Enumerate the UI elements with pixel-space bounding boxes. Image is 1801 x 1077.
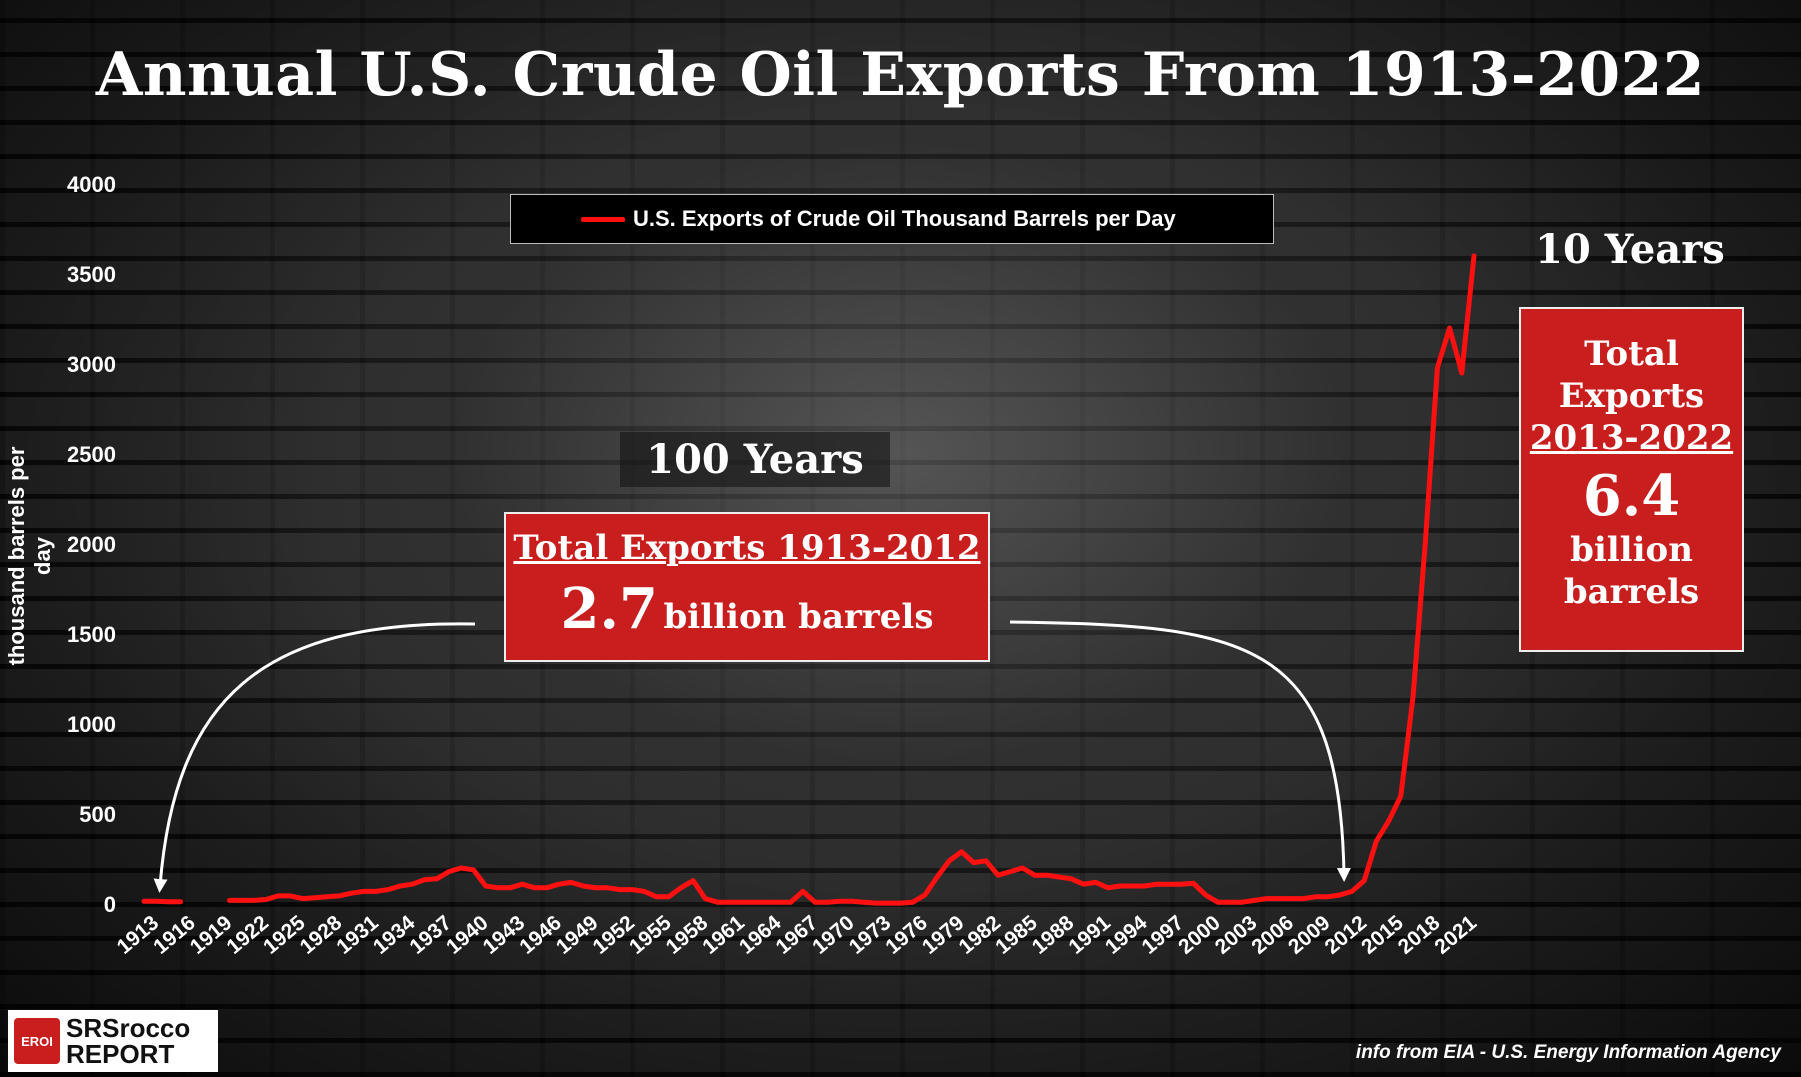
hundred-years-label: 100 Years — [620, 432, 890, 487]
logo-line2: REPORT — [66, 1039, 175, 1069]
left-box-unit: billion barrels — [663, 597, 934, 637]
ten-years-label: 10 Years — [1535, 226, 1725, 273]
source-credit: info from EIA - U.S. Energy Information … — [1355, 1042, 1781, 1063]
chart-legend: U.S. Exports of Crude Oil Thousand Barre… — [510, 194, 1274, 244]
y-tick-label: 2000 — [67, 532, 116, 557]
y-tick-label: 3500 — [67, 262, 116, 287]
srsrocco-logo: EROI SRSrocco REPORT — [8, 1010, 218, 1072]
legend-line-swatch — [581, 216, 625, 222]
y-tick-label: 1000 — [67, 712, 116, 737]
eroi-logo-mark: EROI — [14, 1018, 60, 1064]
y-tick-label: 3000 — [67, 352, 116, 377]
left-pointer-arrow — [153, 622, 476, 893]
y-tick-label: 1500 — [67, 622, 116, 647]
y-tick-label: 4000 — [67, 172, 116, 197]
right-box-line3: 2013-2022 — [1529, 418, 1734, 458]
legend-label: U.S. Exports of Crude Oil Thousand Barre… — [633, 206, 1176, 231]
right-box-line2: Exports — [1558, 376, 1705, 416]
x-tick-label: 2021 — [1430, 911, 1481, 959]
total-exports-2013-2022-box: Total Exports 2013-2022 6.4 billion barr… — [1519, 307, 1744, 652]
left-box-heading: Total Exports 1913-2012 — [513, 528, 981, 568]
chart-title: Annual U.S. Crude Oil Exports From 1913-… — [95, 40, 1706, 110]
y-tick-label: 2500 — [67, 442, 116, 467]
logo-line1: SRSrocco — [66, 1013, 191, 1043]
total-exports-1913-2012-box: Total Exports 1913-2012 2.7 billion barr… — [504, 512, 990, 662]
right-pointer-arrow — [1009, 620, 1351, 882]
right-box-unit1: billion — [1570, 530, 1693, 570]
y-tick-label: 500 — [79, 802, 116, 827]
left-box-value: 2.7 — [560, 576, 658, 642]
series-line-crude-exports — [141, 253, 1477, 906]
right-box-value: 6.4 — [1582, 463, 1681, 529]
right-box-line1: Total — [1584, 334, 1679, 374]
y-tick-label: 0 — [104, 892, 116, 917]
right-box-unit2: barrels — [1563, 572, 1700, 612]
